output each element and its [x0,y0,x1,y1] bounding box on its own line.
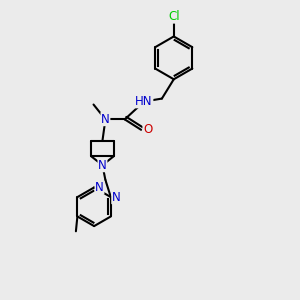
Text: N: N [101,112,110,126]
Text: N: N [112,190,121,204]
Text: O: O [143,123,152,136]
Text: N: N [98,159,107,172]
Text: HN: HN [135,95,153,108]
Text: N: N [95,181,104,194]
Text: Cl: Cl [168,10,180,23]
